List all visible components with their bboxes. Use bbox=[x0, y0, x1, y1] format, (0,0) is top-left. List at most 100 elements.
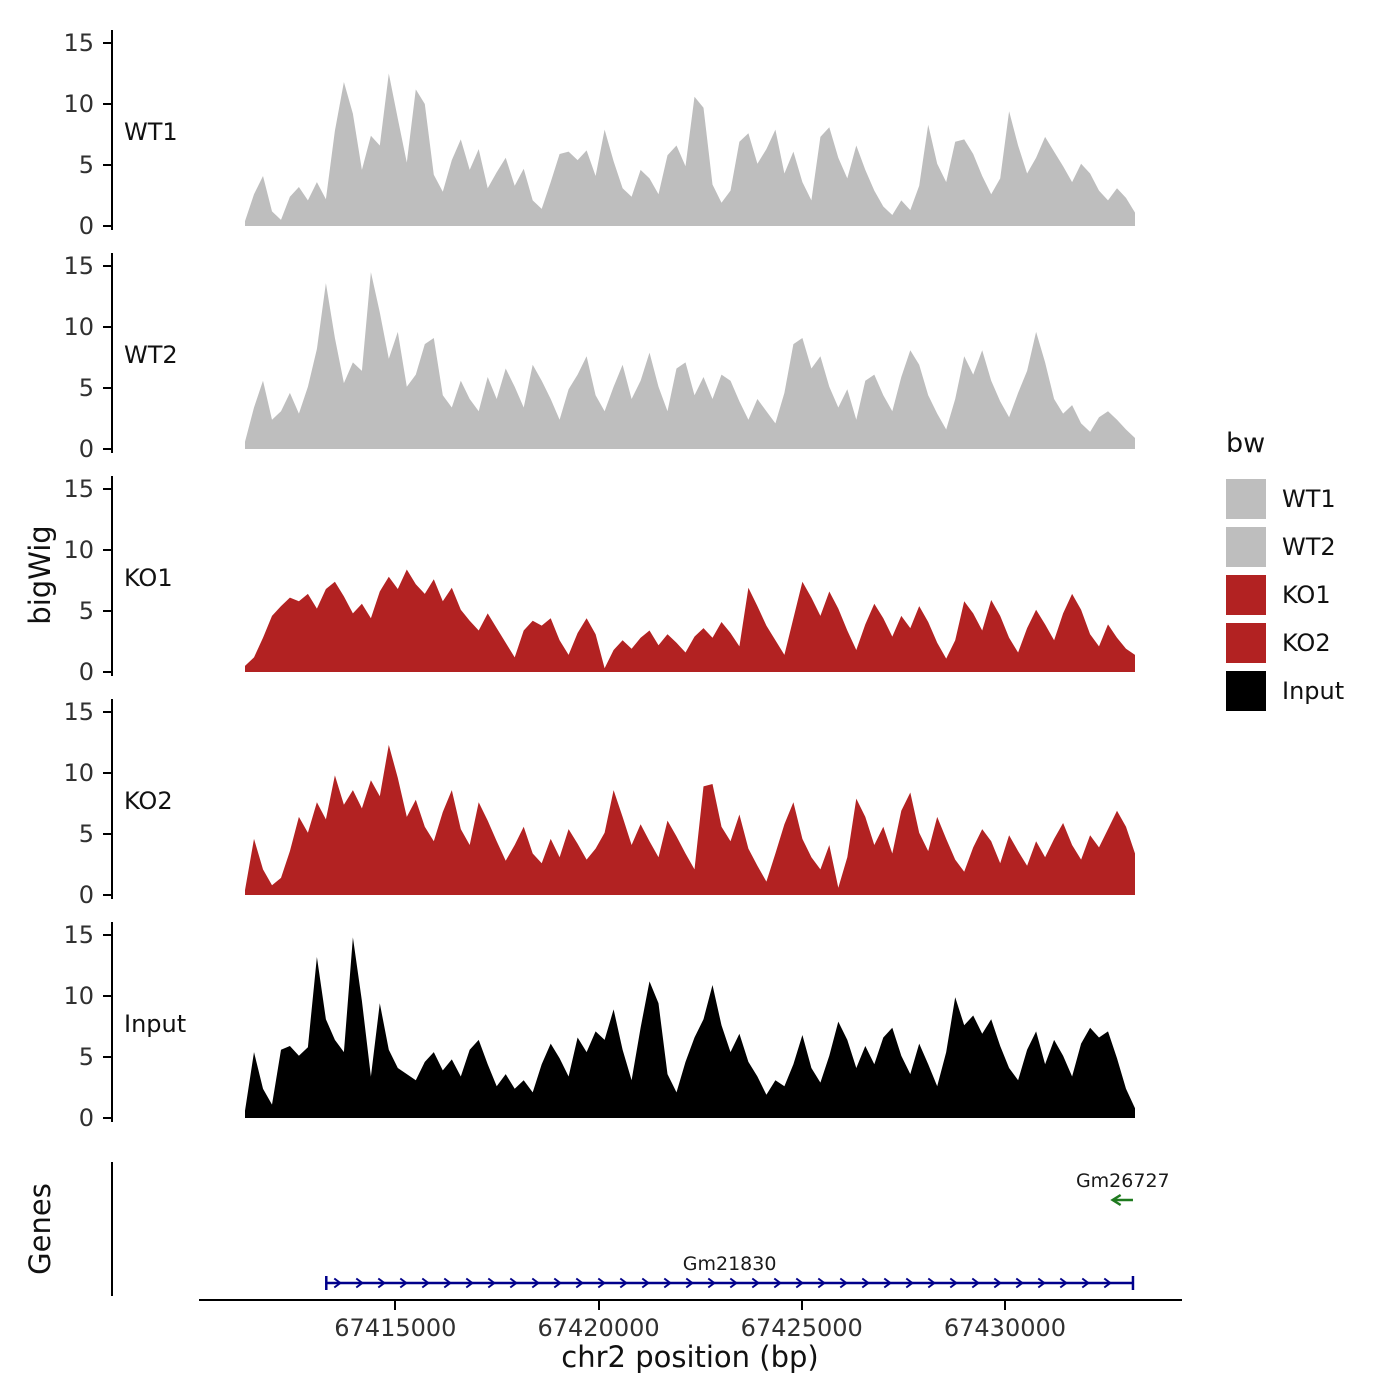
y-tick-mark bbox=[103, 833, 111, 835]
y-tick-label: 15 bbox=[63, 921, 94, 949]
track-label-ko2: KO2 bbox=[124, 787, 173, 815]
x-tick-label: 67425000 bbox=[740, 1314, 863, 1342]
y-tick-label: 15 bbox=[63, 698, 94, 726]
legend-label-wt1: WT1 bbox=[1282, 485, 1336, 513]
legend-swatch-input bbox=[1226, 671, 1266, 711]
legend-swatch-ko2 bbox=[1226, 623, 1266, 663]
area-chart-wt2 bbox=[245, 272, 1135, 449]
y-axis-line bbox=[111, 253, 113, 453]
gene-gm21830: Gm21830 bbox=[325, 1253, 1135, 1290]
y-tick-label: 5 bbox=[78, 597, 94, 625]
x-axis-title: chr2 position (bp) bbox=[561, 1340, 819, 1374]
track-panel-ko1: 0 5 10 15 KO1 bbox=[0, 475, 1400, 686]
y-tick-mark bbox=[103, 610, 111, 612]
legend-item-wt1: WT1 bbox=[1226, 477, 1344, 521]
y-tick-label: 15 bbox=[63, 475, 94, 503]
y-tick-label: 15 bbox=[63, 29, 94, 57]
y-tick-label: 10 bbox=[63, 536, 94, 564]
legend-title: bw bbox=[1226, 428, 1266, 459]
y-tick-mark bbox=[103, 934, 111, 936]
track-label-wt2: WT2 bbox=[124, 341, 178, 369]
y-tick-mark bbox=[103, 387, 111, 389]
area-chart-input bbox=[245, 937, 1135, 1118]
gene-gm26727: Gm26727 bbox=[1076, 1170, 1170, 1207]
y-tick-mark bbox=[103, 103, 111, 105]
y-tick-label: 0 bbox=[78, 658, 94, 686]
area-chart-wt1 bbox=[245, 73, 1135, 226]
legend-item-input: Input bbox=[1226, 669, 1344, 713]
legend-item-wt2: WT2 bbox=[1226, 525, 1344, 569]
genes-track: Gm26727 Gm21830 bbox=[325, 1170, 1170, 1290]
x-tick-mark bbox=[394, 1301, 397, 1310]
legend-label-wt2: WT2 bbox=[1282, 533, 1336, 561]
track-label-ko1: KO1 bbox=[124, 564, 173, 592]
y-tick-mark bbox=[103, 549, 111, 551]
area-ko2 bbox=[245, 744, 1135, 895]
y-tick-mark bbox=[103, 164, 111, 166]
legend-label-ko1: KO1 bbox=[1282, 581, 1331, 609]
track-panel-wt1: 0 5 10 15 WT1 bbox=[0, 29, 1400, 240]
y-tick-mark bbox=[103, 995, 111, 997]
track-panel-ko2: 0 5 10 15 KO2 bbox=[0, 698, 1400, 909]
x-tick-mark bbox=[800, 1301, 803, 1310]
area-chart-ko2 bbox=[245, 744, 1135, 895]
legend-label-ko2: KO2 bbox=[1282, 629, 1331, 657]
track-panel-wt2: 0 5 10 15 WT2 bbox=[0, 252, 1400, 463]
y-tick-mark bbox=[103, 448, 111, 450]
y-tick-mark bbox=[103, 225, 111, 227]
x-tick-mark bbox=[1003, 1301, 1006, 1310]
x-axis-line bbox=[199, 1299, 1182, 1301]
legend-item-ko2: KO2 bbox=[1226, 621, 1344, 665]
x-tick-label: 67415000 bbox=[334, 1314, 457, 1342]
y-tick-mark bbox=[103, 711, 111, 713]
genes-axis-line bbox=[111, 1162, 113, 1296]
y-tick-label: 0 bbox=[78, 1104, 94, 1132]
y-tick-mark bbox=[103, 326, 111, 328]
x-tick-label: 67420000 bbox=[537, 1314, 660, 1342]
gene-label-gm21830: Gm21830 bbox=[683, 1253, 777, 1275]
y-tick-mark bbox=[103, 1117, 111, 1119]
track-label-wt1: WT1 bbox=[124, 118, 178, 146]
legend-swatch-wt2 bbox=[1226, 527, 1266, 567]
legend: bw WT1 WT2 KO1 KO2 Input bbox=[1226, 428, 1344, 717]
legend-item-ko1: KO1 bbox=[1226, 573, 1344, 617]
track-panel-input: 0 5 10 15 Input bbox=[0, 921, 1400, 1132]
y-tick-mark bbox=[103, 265, 111, 267]
legend-swatch-wt1 bbox=[1226, 479, 1266, 519]
y-tick-label: 0 bbox=[78, 881, 94, 909]
y-tick-label: 10 bbox=[63, 759, 94, 787]
y-tick-label: 0 bbox=[78, 212, 94, 240]
genes-axis-title: Genes bbox=[23, 1183, 57, 1275]
x-tick-mark bbox=[597, 1301, 600, 1310]
legend-swatch-ko1 bbox=[1226, 575, 1266, 615]
y-axis-line bbox=[111, 476, 113, 676]
y-tick-mark bbox=[103, 488, 111, 490]
y-axis-line bbox=[111, 30, 113, 230]
y-tick-mark bbox=[103, 42, 111, 44]
y-tick-label: 0 bbox=[78, 435, 94, 463]
area-ko1 bbox=[245, 569, 1135, 672]
y-tick-label: 10 bbox=[63, 313, 94, 341]
x-tick-label: 67430000 bbox=[943, 1314, 1067, 1342]
y-tick-label: 10 bbox=[63, 90, 94, 118]
y-tick-label: 5 bbox=[78, 151, 94, 179]
area-input bbox=[245, 937, 1135, 1118]
y-axis-line bbox=[111, 699, 113, 899]
y-tick-mark bbox=[103, 671, 111, 673]
y-tick-label: 15 bbox=[63, 252, 94, 280]
track-label-input: Input bbox=[124, 1010, 187, 1038]
y-tick-mark bbox=[103, 772, 111, 774]
area-wt2 bbox=[245, 272, 1135, 449]
y-axis-line bbox=[111, 922, 113, 1122]
legend-label-input: Input bbox=[1282, 677, 1345, 705]
gene-label-gm26727: Gm26727 bbox=[1076, 1170, 1170, 1192]
area-wt1 bbox=[245, 73, 1135, 226]
y-tick-label: 5 bbox=[78, 374, 94, 402]
y-tick-label: 10 bbox=[63, 982, 94, 1010]
y-tick-mark bbox=[103, 894, 111, 896]
y-tick-label: 5 bbox=[78, 1043, 94, 1071]
area-chart-ko1 bbox=[245, 569, 1135, 672]
y-tick-label: 5 bbox=[78, 820, 94, 848]
y-tick-mark bbox=[103, 1056, 111, 1058]
